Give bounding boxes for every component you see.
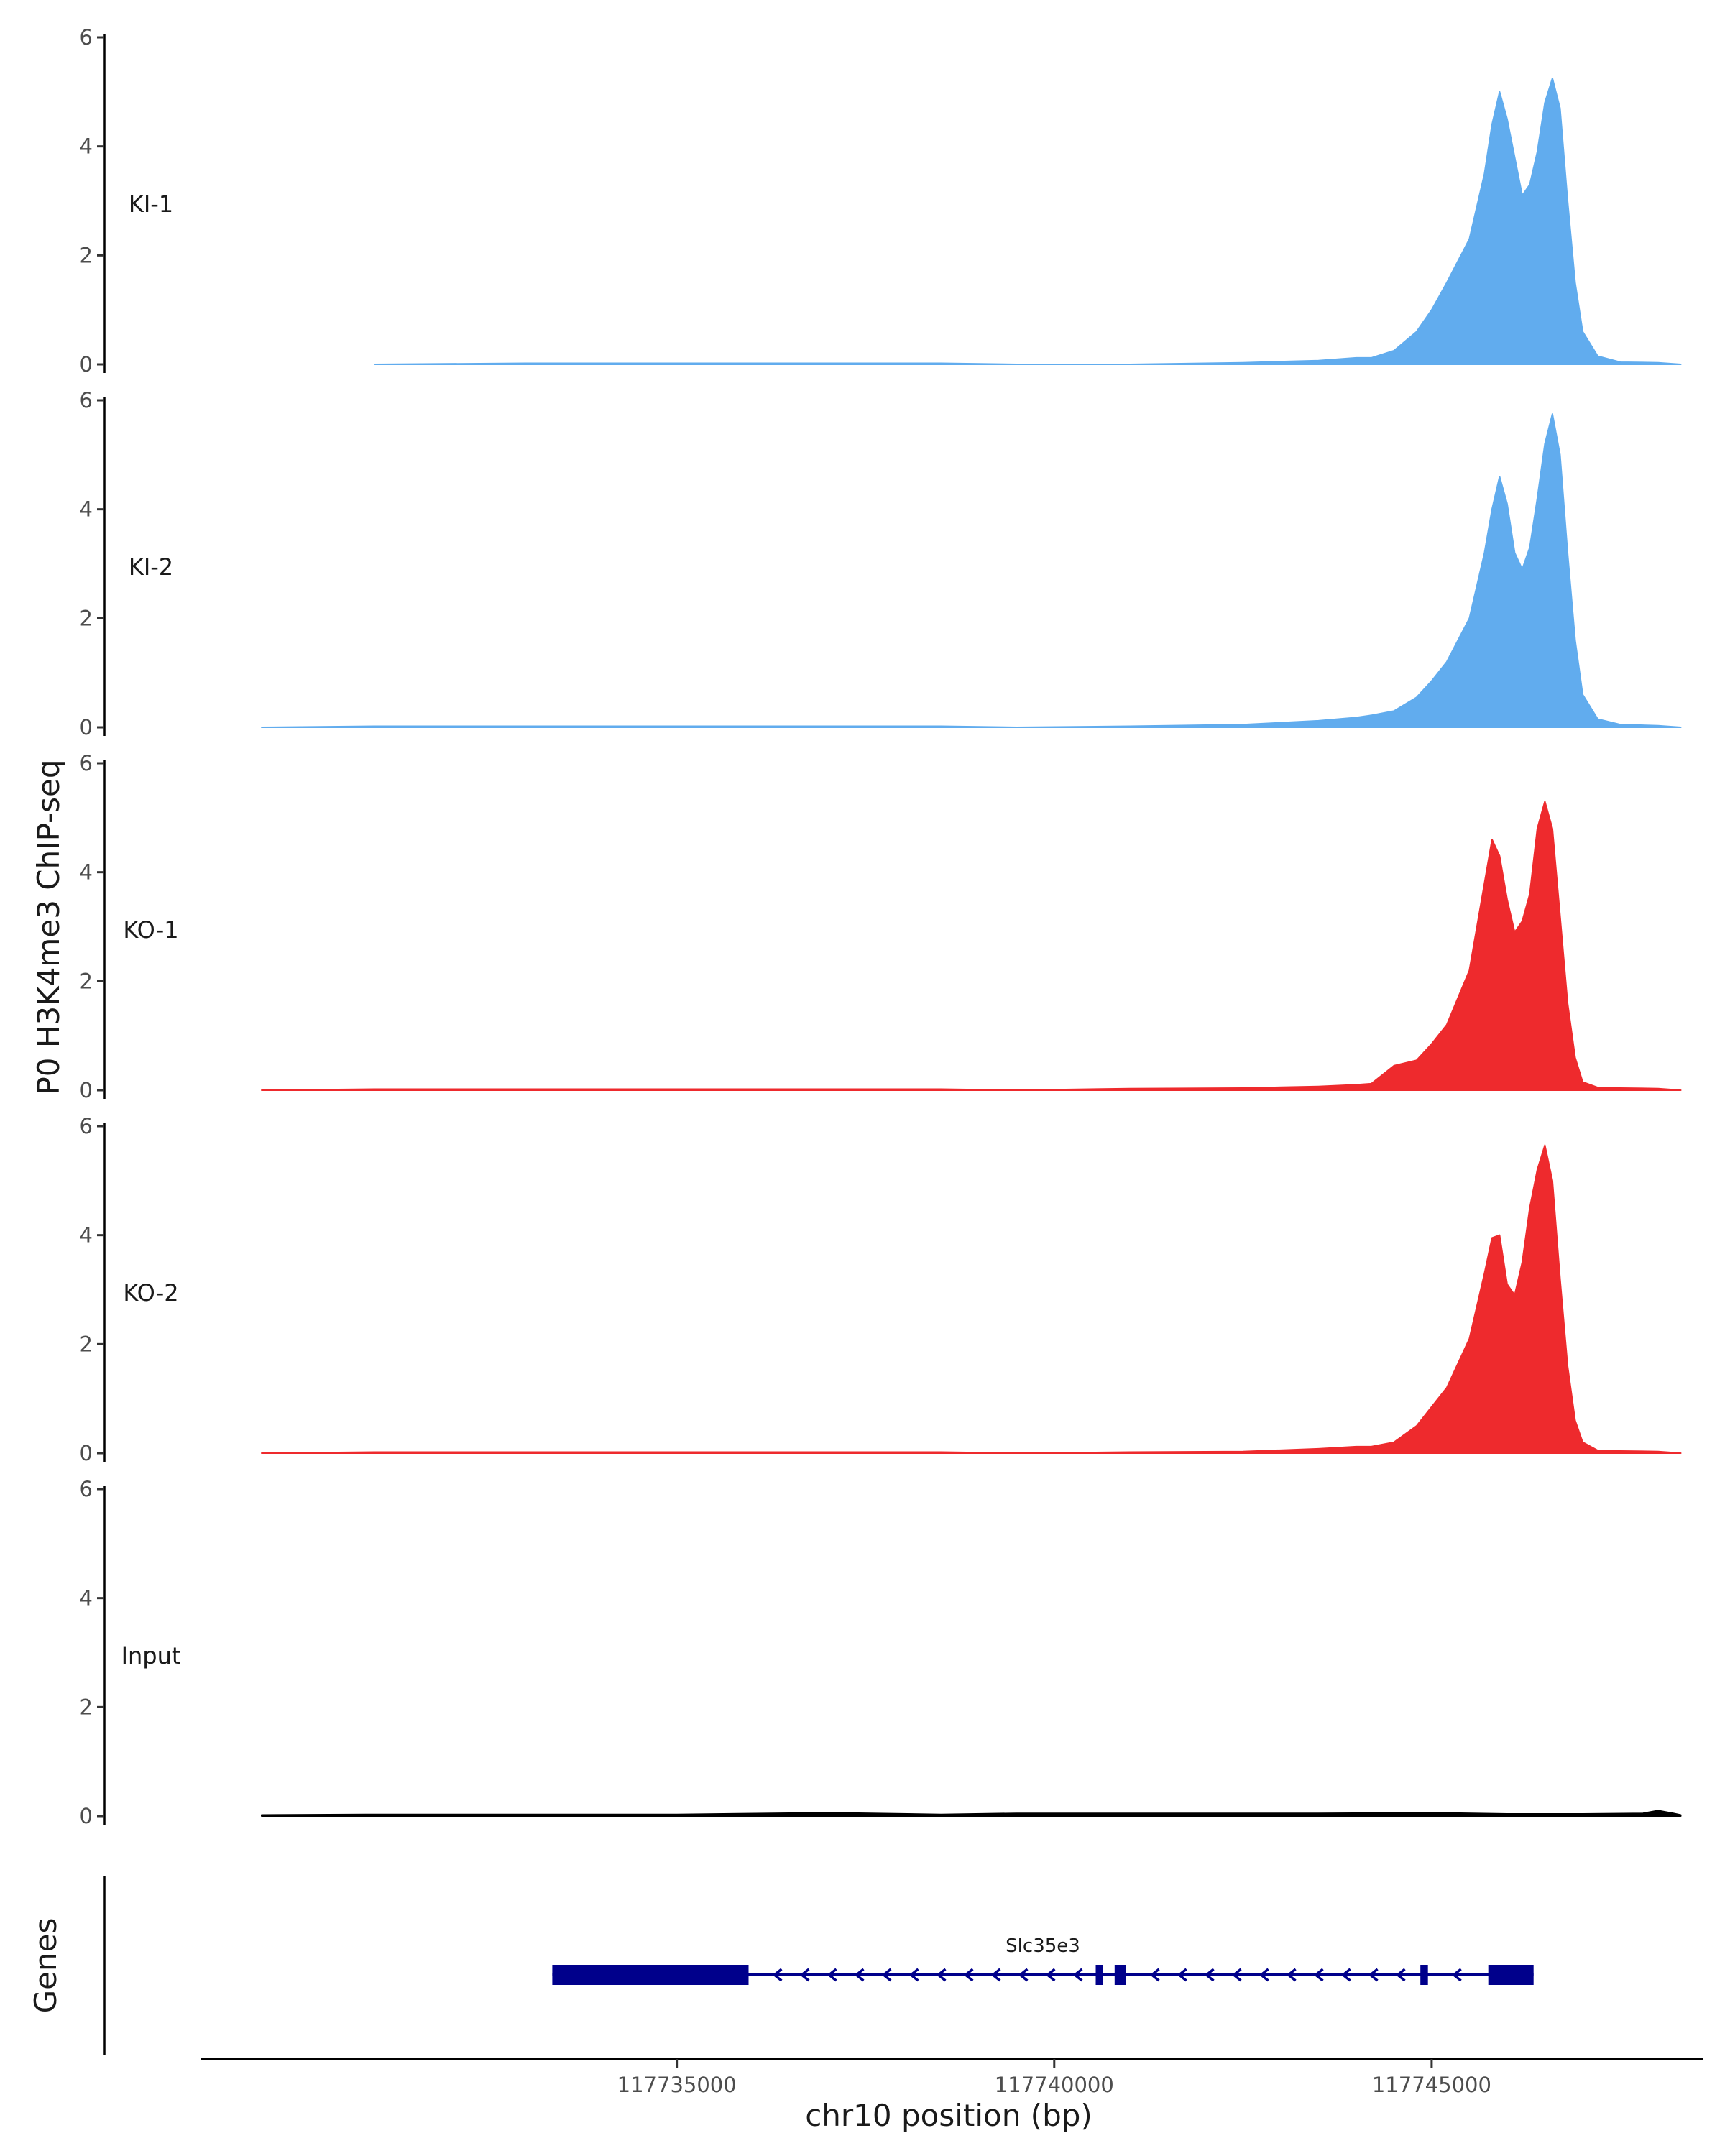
y-tick-label: 6 — [80, 751, 93, 775]
track-label: KI-1 — [129, 190, 173, 218]
strand-arrow — [1018, 1968, 1029, 1982]
strand-arrow — [1286, 1968, 1297, 1982]
y-axis-title: P0 H3K4me3 ChIP-seq — [31, 759, 66, 1095]
strand-arrow — [936, 1968, 947, 1982]
x-tick-label: 117740000 — [995, 2073, 1114, 2097]
y-tick-label: 0 — [80, 1804, 93, 1828]
y-tick-label: 4 — [80, 497, 93, 522]
y-tick-label: 2 — [80, 969, 93, 993]
x-axis-title: chr10 position (bp) — [805, 2098, 1092, 2133]
strand-arrow — [1259, 1968, 1269, 1982]
y-tick-label: 4 — [80, 1586, 93, 1611]
strand-arrow — [1204, 1968, 1215, 1982]
strand-arrow — [881, 1968, 892, 1982]
strand-arrow — [854, 1968, 865, 1982]
strand-arrow — [1395, 1968, 1406, 1982]
strand-arrow — [1231, 1968, 1242, 1982]
y-tick-label: 4 — [80, 134, 93, 159]
strand-arrow — [908, 1968, 919, 1982]
y-tick-label: 0 — [80, 352, 93, 377]
strand-arrow — [827, 1968, 837, 1982]
track-label: KO-2 — [123, 1279, 178, 1307]
strand-arrow — [772, 1968, 783, 1982]
y-tick-label: 6 — [80, 1477, 93, 1501]
x-tick-label: 117735000 — [617, 2073, 737, 2097]
y-tick-label: 4 — [80, 1223, 93, 1248]
track-input: 0 2 4 6 Input — [80, 1477, 1682, 1828]
strand-arrow — [1313, 1968, 1324, 1982]
track-ki-1: 0 2 4 6 KI-1 — [80, 25, 1682, 377]
track-ko-2: 0 2 4 6 KO-2 — [80, 1114, 1682, 1465]
strand-arrow — [990, 1968, 1001, 1982]
gene-exon — [1420, 1965, 1428, 1985]
signal-area — [261, 1810, 1682, 1817]
strand-arrow — [1368, 1968, 1379, 1982]
gene-name-label: Slc35e3 — [1006, 1935, 1080, 1957]
strand-arrow — [963, 1968, 974, 1982]
y-tick-label: 0 — [80, 1441, 93, 1465]
strand-arrow — [1149, 1968, 1160, 1982]
track-ki-2: 0 2 4 6 KI-2 — [80, 388, 1682, 740]
y-tick-label: 6 — [80, 388, 93, 413]
y-tick-label: 2 — [80, 243, 93, 267]
strand-arrow — [1177, 1968, 1187, 1982]
track-ko-1: 0 2 4 6 KO-1 — [80, 751, 1682, 1102]
gene-exon — [552, 1965, 749, 1985]
y-tick-label: 4 — [80, 860, 93, 885]
strand-arrow — [1340, 1968, 1351, 1982]
signal-area — [261, 413, 1682, 728]
signal-area — [261, 1144, 1682, 1454]
gene-exon — [1488, 1965, 1534, 1985]
y-tick-label: 0 — [80, 715, 93, 740]
y-tick-label: 0 — [80, 1078, 93, 1102]
signal-area — [261, 801, 1682, 1091]
track-label: KI-2 — [129, 553, 173, 581]
signal-area — [374, 77, 1682, 365]
strand-arrow — [1072, 1968, 1083, 1982]
gene-track-ylabel: Genes — [28, 1918, 63, 2014]
x-tick-label: 117745000 — [1372, 2073, 1491, 2097]
y-tick-label: 2 — [80, 1332, 93, 1356]
y-tick-label: 2 — [80, 1695, 93, 1719]
y-tick-label: 2 — [80, 606, 93, 630]
gene-exon — [1095, 1965, 1103, 1985]
gene-track: Genes Slc35e3 117735000 117740000 117745000 — [28, 1876, 1703, 2097]
y-tick-label: 6 — [80, 25, 93, 50]
gene-exon — [1114, 1965, 1126, 1985]
track-label: KO-1 — [123, 916, 178, 944]
y-tick-label: 6 — [80, 1114, 93, 1138]
strand-arrow — [799, 1968, 810, 1982]
strand-arrow — [1045, 1968, 1056, 1982]
track-label: Input — [121, 1642, 181, 1669]
signal-tracks: 0 2 4 6 KI-1 0 2 4 6 KI-2 0 2 4 6 KO-1 0 2 4 6 KO-2 0 2 4 6 Inpu… — [80, 25, 1682, 1828]
strand-arrow — [1451, 1968, 1462, 1982]
